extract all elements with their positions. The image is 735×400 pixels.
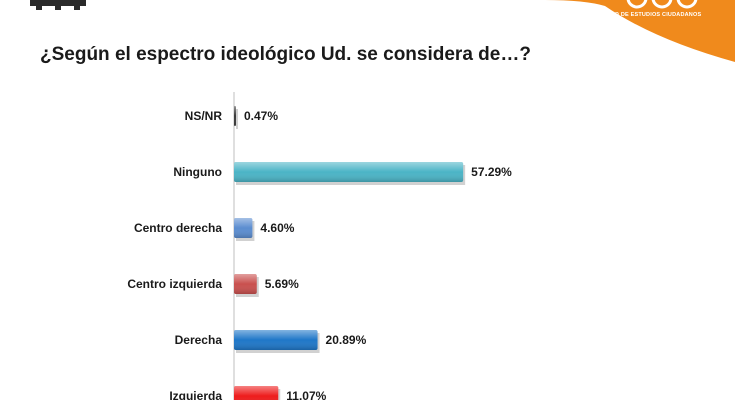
data-label: 5.69% [265, 277, 299, 291]
data-label: 57.29% [471, 165, 512, 179]
banner-text: CENTRO DE ESTUDIOS CIUDADANOS [594, 12, 702, 18]
category-label: Izquierda [169, 389, 222, 400]
category-label: Centro derecha [134, 221, 222, 235]
category-label: Ninguno [173, 165, 222, 179]
data-label: 20.89% [326, 333, 367, 347]
data-label: 0.47% [244, 109, 278, 123]
bar-shadow [236, 109, 238, 129]
bar-shine [234, 274, 257, 294]
data-label: 4.60% [260, 221, 294, 235]
header-logo [30, 0, 86, 10]
bar-shine [234, 386, 279, 400]
banner-shape [545, 0, 735, 62]
data-label: 11.07% [286, 389, 326, 400]
category-label: Derecha [175, 333, 223, 347]
category-label: Centro izquierda [127, 277, 222, 291]
bar-shine [234, 106, 236, 126]
bar-shine [234, 330, 318, 350]
bar-shine [234, 162, 464, 182]
chart-title: ¿Según el espectro ideológico Ud. se con… [40, 44, 531, 65]
bar-shine [234, 218, 253, 238]
category-label: NS/NR [185, 109, 223, 123]
header-banner [545, 0, 735, 62]
